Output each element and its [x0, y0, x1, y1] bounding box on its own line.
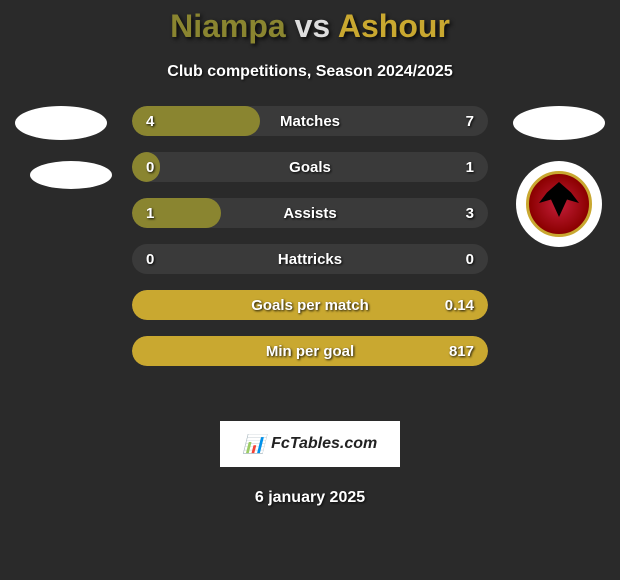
stat-value-right: 1 [466, 159, 474, 176]
stat-value-right: 817 [449, 343, 474, 360]
date-label: 6 january 2025 [0, 489, 620, 507]
stat-row: Goals per match 0.14 [132, 290, 488, 320]
player2-club-logo [516, 161, 602, 247]
stat-value-right: 0 [466, 251, 474, 268]
player1-club-placeholder [30, 161, 112, 189]
player1-photo-placeholder [15, 106, 107, 140]
al-ahly-logo [526, 171, 592, 237]
stat-fill-right [221, 198, 488, 228]
stat-label: Goals per match [251, 297, 369, 314]
stat-row: 4 Matches 7 [132, 106, 488, 136]
stat-label: Assists [283, 205, 336, 222]
eagle-icon [539, 182, 579, 217]
page-title: Niampa vs Ashour [0, 0, 620, 45]
brand-text: FcTables.com [271, 435, 377, 453]
stat-label: Hattricks [278, 251, 342, 268]
stat-row: Min per goal 817 [132, 336, 488, 366]
vs-text: vs [295, 8, 331, 44]
stat-value-left: 0 [146, 159, 154, 176]
stat-row: 1 Assists 3 [132, 198, 488, 228]
stat-row: 0 Hattricks 0 [132, 244, 488, 274]
player2-photo-placeholder [513, 106, 605, 140]
player1-name: Niampa [170, 8, 286, 44]
stat-value-left: 0 [146, 251, 154, 268]
stats-container: 4 Matches 7 0 Goals 1 1 Assists 3 0 Hattricks 0 Goal… [132, 106, 488, 382]
player2-name: Ashour [338, 8, 450, 44]
stat-label: Matches [280, 113, 340, 130]
chart-icon: 📊 [243, 434, 265, 455]
stat-value-right: 7 [466, 113, 474, 130]
subtitle: Club competitions, Season 2024/2025 [0, 63, 620, 81]
brand-link[interactable]: 📊 FcTables.com [220, 421, 400, 467]
stat-value-right: 3 [466, 205, 474, 222]
stat-label: Min per goal [266, 343, 354, 360]
stat-value-left: 1 [146, 205, 154, 222]
stat-value-left: 4 [146, 113, 154, 130]
content-area: 4 Matches 7 0 Goals 1 1 Assists 3 0 Hattricks 0 Goal… [0, 101, 620, 411]
stat-label: Goals [289, 159, 331, 176]
stat-value-right: 0.14 [445, 297, 474, 314]
stat-row: 0 Goals 1 [132, 152, 488, 182]
